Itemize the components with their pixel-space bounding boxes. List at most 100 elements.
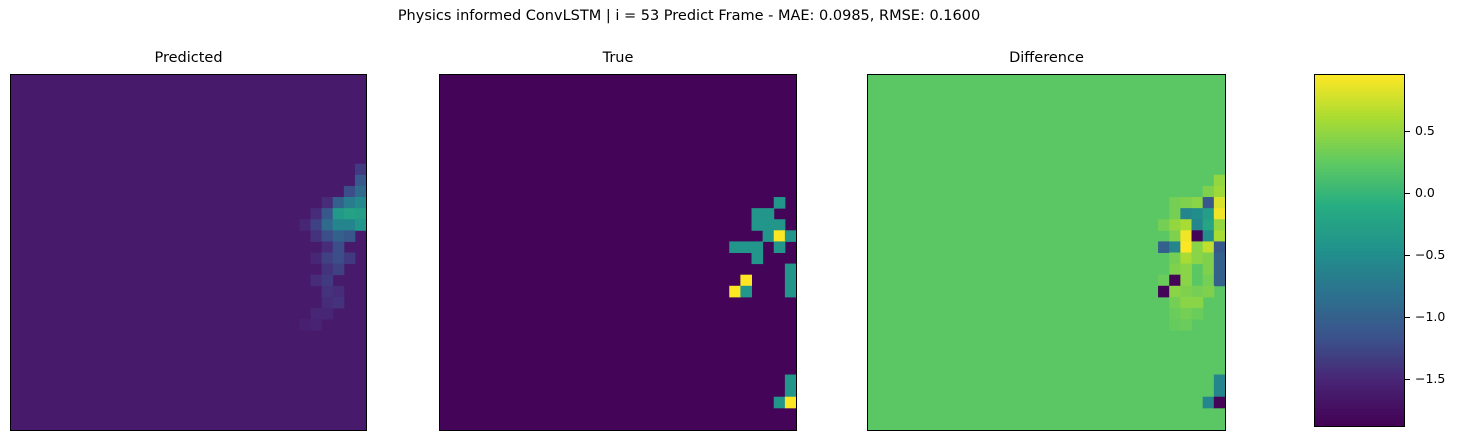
- colorbar-segment: [1315, 168, 1404, 173]
- heatmap-cell: [321, 274, 334, 287]
- colorbar-segment: [1315, 300, 1404, 304]
- colorbar-segment: [1315, 89, 1404, 94]
- heatmap-cell: [354, 163, 366, 176]
- colorbar-segment: [1315, 189, 1404, 193]
- colorbar-segment: [1315, 200, 1404, 205]
- heatmap-cell: [1213, 230, 1225, 242]
- colorbar-segment: [1315, 393, 1404, 398]
- colorbar-segment: [1315, 326, 1404, 331]
- colorbar-segment: [1315, 341, 1404, 345]
- heatmap-cell: [1202, 185, 1215, 198]
- colorbar-segment: [1315, 256, 1404, 260]
- colorbar-segment: [1315, 349, 1404, 354]
- colorbar-segment: [1315, 77, 1404, 82]
- colorbar-segment: [1315, 139, 1404, 143]
- heatmap-cell: [1191, 208, 1204, 220]
- heatmap-cell: [1213, 197, 1225, 209]
- heatmap-cell: [310, 219, 323, 231]
- heatmap-cell: [1191, 252, 1204, 265]
- heatmap-cell: [332, 219, 345, 231]
- heatmap-cell: [1202, 285, 1215, 298]
- heatmap-cell: [1180, 252, 1193, 265]
- colorbar-segment: [1315, 156, 1404, 161]
- colorbar-segment: [1315, 98, 1404, 102]
- heatmap-cell: [751, 208, 764, 220]
- heatmap-cell: [321, 230, 334, 242]
- colorbar-segment: [1315, 297, 1404, 301]
- heatmap-cell: [1213, 252, 1225, 265]
- heatmap-cell: [1180, 296, 1193, 309]
- colorbar-segment: [1315, 247, 1404, 252]
- heatmap-cell: [784, 230, 796, 242]
- heatmap-cell: [784, 285, 796, 298]
- colorbar-tick: [1405, 192, 1410, 194]
- heatmap-cell: [1169, 296, 1181, 309]
- colorbar-segment: [1315, 268, 1404, 272]
- colorbar-tick-label: −1.0: [1415, 308, 1446, 324]
- colorbar-segment: [1315, 118, 1404, 123]
- heatmap-cell: [1213, 385, 1225, 398]
- colorbar-segment: [1315, 279, 1404, 284]
- colorbar-segment: [1315, 174, 1404, 178]
- colorbar-segment: [1315, 218, 1404, 222]
- colorbar-segment: [1315, 165, 1404, 170]
- heatmap-cell: [1202, 208, 1215, 220]
- colorbar-segment: [1315, 130, 1404, 135]
- colorbar-segment: [1315, 75, 1404, 79]
- heatmap-cell: [1202, 396, 1215, 409]
- heatmap-cell: [1180, 197, 1193, 209]
- colorbar-segment: [1315, 148, 1404, 152]
- heatmap-cell: [332, 252, 345, 265]
- heatmap-cell: [332, 197, 345, 209]
- colorbar-segment: [1315, 387, 1404, 392]
- heatmap-cell: [1191, 296, 1204, 309]
- heatmap-cell: [1180, 208, 1193, 220]
- heatmap-cell: [1158, 285, 1170, 298]
- colorbar-segment: [1315, 323, 1404, 328]
- colorbar-segment: [1315, 124, 1404, 129]
- colorbar-segment: [1315, 373, 1404, 377]
- heatmap-cell: [343, 219, 356, 231]
- panel-title-true: True: [602, 50, 634, 66]
- heatmap-cell: [1213, 396, 1225, 409]
- heatmap-cell: [1191, 307, 1204, 320]
- heatmap-cell: [1202, 230, 1215, 242]
- true-heatmap-axes: [439, 74, 797, 431]
- heatmap-cell: [773, 197, 786, 209]
- colorbar-segment: [1315, 376, 1404, 380]
- colorbar-segment: [1315, 244, 1404, 249]
- heatmap-cell: [1158, 219, 1170, 231]
- difference-heatmap-axes: [867, 74, 1226, 431]
- heatmap-cell: [1191, 285, 1204, 298]
- colorbar-segment: [1315, 142, 1404, 146]
- colorbar-segment: [1315, 385, 1404, 389]
- heatmap-cell: [773, 230, 786, 242]
- heatmap-cell: [1169, 319, 1181, 331]
- colorbar: [1314, 74, 1405, 427]
- colorbar-segment: [1315, 212, 1404, 216]
- heatmap-cell: [729, 241, 741, 253]
- heatmap-cell: [354, 185, 366, 198]
- colorbar-segment: [1315, 230, 1404, 234]
- colorbar-segment: [1315, 405, 1404, 410]
- colorbar-segment: [1315, 235, 1404, 240]
- heatmap-cell: [310, 208, 323, 220]
- heatmap-cell: [1169, 219, 1181, 231]
- heatmap-cell: [354, 208, 366, 220]
- heatmap-cell: [310, 230, 323, 242]
- heatmap-cell: [1213, 274, 1225, 287]
- colorbar-segment: [1315, 288, 1404, 293]
- heatmap-cell: [343, 185, 356, 198]
- heatmap-cell: [1213, 374, 1225, 387]
- heatmap-cell: [784, 274, 796, 287]
- heatmap-cell: [343, 230, 356, 242]
- heatmap-cell: [1191, 197, 1204, 209]
- heatmap-cell: [1180, 319, 1193, 331]
- panel-title-difference: Difference: [1009, 50, 1084, 66]
- heatmap-cell: [1202, 274, 1215, 287]
- colorbar-tick: [1405, 316, 1410, 318]
- heatmap-cell: [1169, 307, 1181, 320]
- colorbar-segment: [1315, 399, 1404, 404]
- colorbar-segment: [1315, 294, 1404, 298]
- colorbar-segment: [1315, 396, 1404, 401]
